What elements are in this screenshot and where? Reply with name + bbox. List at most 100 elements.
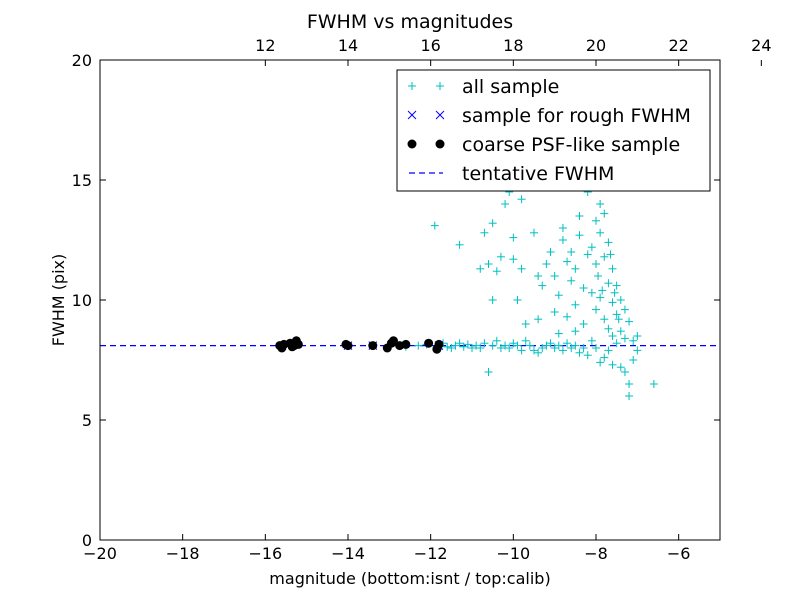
legend-label: sample for rough FWHM [462,105,691,127]
all-sample-point [509,255,518,264]
x-tick-label: −12 [414,544,448,563]
all-sample-point [571,341,580,350]
all-sample-point [608,332,617,340]
all-sample-point [538,281,547,290]
all-sample-point [629,336,638,345]
x-tick-label: −8 [584,544,608,563]
all-sample-point [480,339,489,348]
all-sample-point [488,341,497,350]
all-sample-point [476,344,485,352]
all-sample-point [525,341,534,350]
psf-sample-point [388,336,398,346]
all-sample-point [534,315,543,324]
all-sample-point [575,348,584,357]
x-tick-label: −18 [166,544,200,563]
all-sample-point [542,341,551,350]
all-sample-point [554,329,563,338]
all-sample-point [455,339,464,348]
all-sample-point [633,346,642,355]
top-x-tick-label: 18 [503,36,523,55]
all-sample-point [554,291,563,300]
all-sample-point [463,340,472,349]
all-sample-point [604,279,613,288]
x-tick-label: −16 [248,544,282,563]
all-sample-point [610,288,619,297]
psf-sample-point [401,339,411,349]
chart-title: FWHM vs magnitudes [307,11,513,33]
legend: all sample sample for rough FWHM coarse PS… [396,69,711,192]
all-sample-point [550,272,559,280]
all-sample-point [592,260,600,268]
all-sample-point [517,346,526,355]
all-sample-point [521,336,530,345]
all-sample-point [513,296,522,304]
all-sample-point [484,260,493,268]
all-sample-point [492,336,501,345]
legend-marker-psf-sample [435,139,445,149]
all-sample-point [563,339,572,348]
all-sample-point [501,200,510,208]
all-sample-point [484,368,493,376]
all-sample-point [571,264,580,273]
all-sample-point [501,341,510,350]
all-sample-point [554,341,563,350]
all-sample-point [430,221,439,230]
all-sample-point [488,296,497,304]
all-sample-point [596,200,605,208]
all-sample-point [496,344,505,352]
all-sample-point [546,248,555,256]
all-sample-point [550,308,559,316]
all-sample-point [612,310,621,319]
legend-label: all sample [462,76,559,98]
y-tick-label: 5 [82,411,92,430]
psf-sample-point [343,341,353,351]
all-sample-point [600,209,609,218]
all-sample-point [476,264,485,273]
all-sample-point [633,332,642,340]
all-sample-point [629,356,638,364]
all-sample-point [604,238,613,247]
all-sample-point [575,212,584,220]
all-sample-point [616,327,625,336]
all-sample-point [567,276,576,285]
legend-marker-rough-sample [435,110,445,120]
legend-marker-psf-sample [407,139,417,149]
all-sample-point [509,339,518,348]
all-sample-point [614,315,623,324]
all-sample-point [558,236,567,244]
x-tick-label: −20 [83,544,117,563]
all-sample-point [579,344,588,352]
all-sample-point [596,358,605,367]
all-sample-point [567,344,576,352]
all-sample-point [583,250,592,259]
y-axis-label: FWHM (pix) [49,254,68,347]
all-sample-point [472,341,481,350]
all-sample-point [625,380,634,388]
all-sample-point [612,339,621,348]
top-x-tick-label: 24 [751,36,771,55]
all-sample-point [496,252,505,261]
all-sample-point [563,257,572,266]
all-sample-point [468,344,476,352]
all-sample-point [608,360,617,369]
all-sample-point [612,281,621,290]
all-sample-point [604,346,613,355]
plot-area: −20 −18 −16 −14 −12 −10 −8 −6 12 14 16 18 20 22 24 0 5 10… [72,36,772,563]
all-sample-point [530,346,538,355]
all-sample-point [492,267,501,276]
all-sample-point [579,320,588,328]
all-sample-point [625,317,634,326]
x-tick-label: −14 [331,544,365,563]
y-tick-label: 10 [72,291,92,310]
x-tick-label: −10 [496,544,530,563]
legend-marker-all-sample [408,82,416,90]
all-sample-point [517,264,526,273]
all-sample-point [538,344,547,352]
all-sample-point [455,240,464,249]
all-sample-point [600,353,609,362]
all-sample-point [567,248,576,256]
psf-sample-point [424,338,434,348]
legend-marker-rough-sample [407,110,417,120]
